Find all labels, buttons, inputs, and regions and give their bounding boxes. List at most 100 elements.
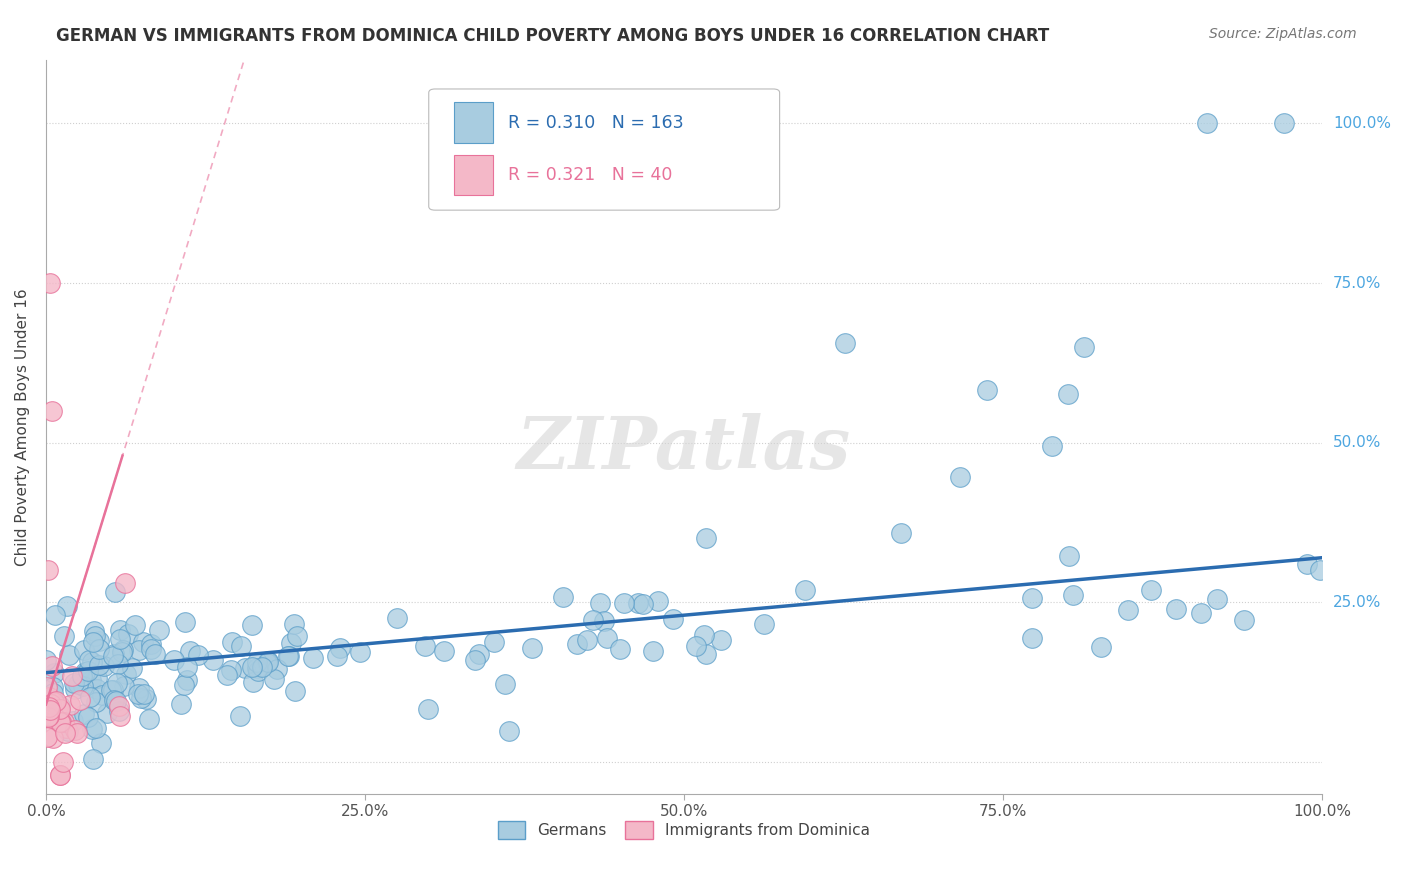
Point [35, 707, 58, 722]
Point [84, 695, 107, 709]
Point [229, 639, 252, 653]
Point [326, 649, 349, 664]
Point [494, 677, 516, 691]
Point [108, 623, 131, 637]
Point [129, 690, 152, 705]
Point [63, 676, 86, 690]
Point [482, 635, 505, 649]
Point [285, 629, 308, 643]
Point [613, 596, 636, 610]
Text: 50.0%: 50.0% [1333, 435, 1381, 450]
Point [48, 714, 70, 729]
Point [1118, 602, 1140, 616]
Point [302, 651, 325, 665]
Point [73, 706, 96, 721]
Point [104, 585, 127, 599]
Point [187, 648, 209, 662]
Point [246, 655, 269, 669]
Point [38, 709, 60, 723]
Point [90, 736, 112, 750]
Point [128, 681, 150, 695]
FancyBboxPatch shape [454, 103, 492, 143]
Point [551, 590, 574, 604]
Point [82, 751, 104, 765]
Point [41, 686, 63, 700]
Point [1021, 591, 1043, 605]
Point [278, 649, 301, 664]
Point [48, 768, 70, 782]
Point [250, 659, 273, 673]
Point [240, 618, 263, 632]
Point [890, 525, 912, 540]
Text: ZIPatlas: ZIPatlas [517, 413, 851, 484]
Point [73, 642, 96, 657]
Point [170, 697, 193, 711]
Point [468, 647, 491, 661]
Point [84, 721, 107, 735]
Point [176, 673, 198, 687]
Point [96, 706, 118, 721]
Point [66, 726, 89, 740]
Point [91, 688, 114, 702]
Point [45, 693, 67, 707]
Point [179, 644, 201, 658]
Point [1062, 589, 1084, 603]
Point [948, 469, 970, 483]
Point [112, 679, 135, 693]
Point [38, 692, 60, 706]
Point [53, 726, 76, 740]
Point [752, 617, 775, 632]
Point [41, 699, 63, 714]
Point [41, 659, 63, 673]
Point [46, 699, 69, 714]
Point [1206, 591, 1229, 606]
Point [63, 723, 86, 737]
Point [201, 653, 224, 667]
Point [44, 695, 66, 709]
Point [53, 715, 76, 730]
Point [108, 709, 131, 723]
Point [37, 710, 59, 724]
Point [266, 662, 288, 676]
Point [35, 707, 58, 722]
Point [56, 724, 79, 739]
Text: GERMAN VS IMMIGRANTS FROM DOMINICA CHILD POVERTY AMONG BOYS UNDER 16 CORRELATION: GERMAN VS IMMIGRANTS FROM DOMINICA CHILD… [56, 27, 1049, 45]
Point [108, 632, 131, 647]
Point [176, 659, 198, 673]
Point [163, 652, 186, 666]
Point [498, 724, 520, 739]
Point [647, 594, 669, 608]
Point [134, 687, 156, 701]
Point [55, 721, 77, 735]
Point [38, 690, 60, 704]
Point [77, 664, 100, 678]
Point [101, 649, 124, 664]
Point [217, 668, 239, 682]
Point [1090, 640, 1112, 654]
Point [221, 634, 243, 648]
Point [51, 714, 73, 729]
Text: R = 0.310   N = 163: R = 0.310 N = 163 [508, 113, 683, 131]
Point [565, 637, 588, 651]
Text: 25.0%: 25.0% [1333, 595, 1381, 610]
Text: 75.0%: 75.0% [1333, 276, 1381, 291]
Point [41, 404, 63, 418]
Point [433, 644, 456, 658]
Point [229, 709, 252, 723]
Point [111, 643, 134, 657]
Point [82, 723, 104, 737]
Point [631, 597, 654, 611]
Point [89, 642, 111, 657]
Point [385, 611, 408, 625]
Point [695, 531, 717, 545]
Point [257, 654, 280, 668]
Point [280, 636, 302, 650]
Point [121, 661, 143, 675]
Point [93, 658, 115, 673]
Point [128, 643, 150, 657]
Point [35, 653, 58, 667]
Point [80, 673, 103, 687]
Point [48, 768, 70, 782]
Point [627, 596, 650, 610]
Point [49, 702, 72, 716]
